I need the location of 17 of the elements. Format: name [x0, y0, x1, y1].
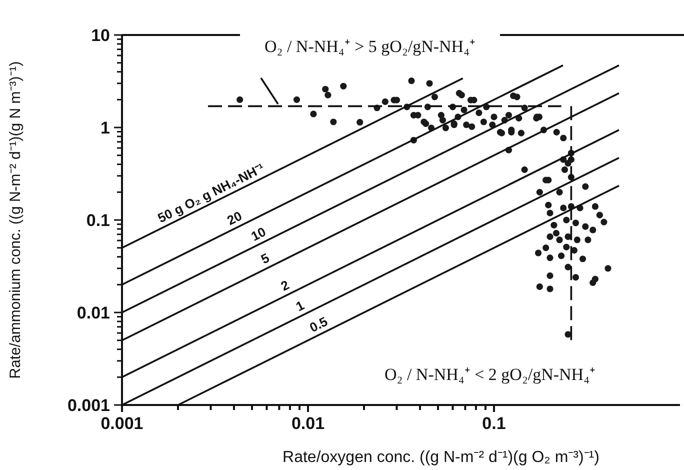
- text: 5: [258, 250, 272, 267]
- y-tick-label: 1: [100, 118, 110, 138]
- text: 20: [224, 208, 244, 228]
- y-tick-label: 0.001: [67, 396, 110, 415]
- y-tick-label: 0.01: [76, 304, 110, 322]
- y-axis-title: Rate/ammonium conc. ((g N-m⁻² d⁻¹)(g N m⁻³)⁻¹): [7, 61, 24, 379]
- x-axis-title: Rate/oxygen conc. ((g N-m⁻² d⁻¹)(g O₂ m⁻³)⁻¹): [282, 449, 600, 466]
- annotation: O₂ / N-NH₄⁺ > 5 gO₂/gN-NH₄⁺: [264, 37, 476, 56]
- x-tick-label: 0.1: [482, 414, 506, 433]
- y-tick-label: 0.1: [86, 211, 110, 230]
- y-tick-label: 10: [91, 26, 110, 45]
- text: 1: [293, 298, 307, 314]
- x-tick-label: 0.01: [291, 414, 325, 433]
- text: 10: [248, 224, 268, 244]
- text: 0.5: [307, 314, 330, 336]
- annotation: O₂ / N-NH₄⁺ < 2 gO₂/gN-NH₄⁺: [384, 365, 596, 384]
- text: 2: [278, 277, 292, 294]
